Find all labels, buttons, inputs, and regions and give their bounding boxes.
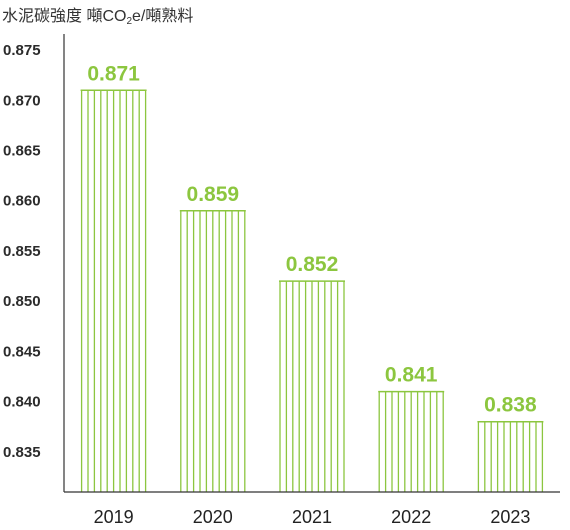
data-labels: 0.871 0.859 0.852 0.841 0.838 [87,62,537,416]
bar [279,280,345,492]
chart-title-unit: e/噸熟料 [132,8,194,25]
y-tick-label: 0.850 [3,293,41,310]
x-tick-label: 2021 [292,507,332,527]
x-tick-label: 2020 [193,507,233,527]
bar [80,89,147,492]
y-tick-label: 0.875 [3,42,41,59]
x-tick-label: 2019 [94,507,134,527]
bar-value-label: 0.852 [286,253,339,276]
bars [80,89,544,492]
y-tick-label: 0.870 [3,92,41,109]
y-tick-label: 0.855 [3,243,41,260]
chart-title: 水泥碳強度 噸CO2e/噸熟料 [2,2,193,27]
y-tick-label: 0.840 [3,394,41,411]
x-tick-label: 2022 [391,507,431,527]
bar-value-label: 0.859 [187,183,240,206]
bar-value-label: 0.838 [484,394,537,417]
y-tick-label: 0.835 [3,444,41,461]
y-tick-label: 0.845 [3,343,41,360]
x-tick-label: 2023 [490,507,530,527]
bar-value-label: 0.841 [385,364,438,387]
bar [378,390,445,492]
x-axis-ticks: 2019 2020 2021 2022 2023 [94,507,531,527]
chart-title-subscript: 2 [126,16,133,27]
y-axis-ticks: 0.875 0.870 0.865 0.860 0.855 0.850 0.845 0.840… [3,42,41,461]
bar [179,210,246,492]
bar [477,420,544,492]
bar-value-label: 0.871 [87,62,140,85]
chart-title-main: 水泥碳強度 噸CO [2,8,127,25]
y-tick-label: 0.865 [3,143,41,160]
y-tick-label: 0.860 [3,193,41,210]
